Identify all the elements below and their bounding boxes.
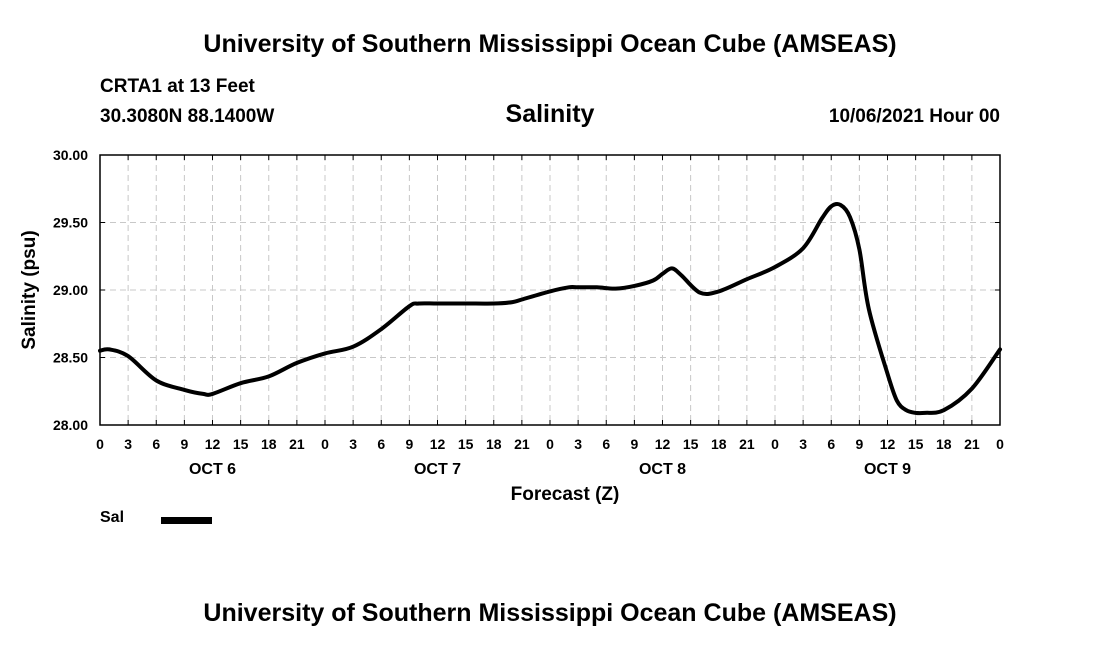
x-tick-label: 18 <box>486 436 502 452</box>
x-tick-label: 0 <box>96 436 104 452</box>
x-tick-label: 21 <box>739 436 755 452</box>
x-tick-label: 6 <box>377 436 385 452</box>
y-tick-label: 29.00 <box>53 282 88 298</box>
x-tick-label: 9 <box>180 436 188 452</box>
x-tick-label: 15 <box>908 436 924 452</box>
x-tick-label: 6 <box>152 436 160 452</box>
legend-label: Sal <box>100 509 125 526</box>
x-tick-label: 15 <box>683 436 699 452</box>
x-tick-label: 15 <box>458 436 474 452</box>
station-label: CRTA1 at 13 Feet <box>100 76 255 97</box>
x-tick-label: 3 <box>124 436 132 452</box>
axis-ticks <box>99 154 1001 426</box>
x-tick-label: 3 <box>349 436 357 452</box>
chart-title-top: University of Southern Mississippi Ocean… <box>203 30 897 58</box>
day-label: OCT 9 <box>864 461 911 478</box>
x-tick-label: 18 <box>936 436 952 452</box>
parameter-title: Salinity <box>505 100 595 128</box>
y-tick-label: 29.50 <box>53 215 88 231</box>
x-tick-label: 21 <box>514 436 530 452</box>
x-tick-label: 0 <box>546 436 554 452</box>
y-tick-label: 28.50 <box>53 350 88 366</box>
legend-line-swatch <box>161 517 212 524</box>
day-labels: OCT 6 OCT 7 OCT 8 OCT 9 <box>189 461 911 478</box>
x-tick-label: 0 <box>321 436 329 452</box>
y-tick-label: 30.00 <box>53 147 88 163</box>
x-tick-label: 12 <box>655 436 671 452</box>
x-tick-label: 0 <box>996 436 1004 452</box>
x-tick-label: 6 <box>827 436 835 452</box>
x-tick-label: 3 <box>574 436 582 452</box>
x-tick-label: 21 <box>289 436 305 452</box>
y-tick-labels: 28.00 28.50 29.00 29.50 30.00 <box>53 147 88 433</box>
x-tick-labels: 0 3 6 9 12 15 18 21 0 3 6 9 12 15 18 21 0 3 6 9 12 15 18 21 0 3 6 9… <box>96 436 1004 452</box>
x-tick-label: 18 <box>711 436 727 452</box>
x-tick-label: 9 <box>855 436 863 452</box>
y-tick-label: 28.00 <box>53 417 88 433</box>
x-axis-label: Forecast (Z) <box>511 484 620 505</box>
x-tick-label: 9 <box>405 436 413 452</box>
x-tick-label: 6 <box>602 436 610 452</box>
chart-title-bottom: University of Southern Mississippi Ocean… <box>203 599 897 627</box>
x-tick-label: 21 <box>964 436 980 452</box>
day-label: OCT 8 <box>639 461 686 478</box>
forecast-datetime: 10/06/2021 Hour 00 <box>828 106 1000 127</box>
x-tick-label: 3 <box>799 436 807 452</box>
coordinates-label: 30.3080N 88.1400W <box>100 106 275 127</box>
x-tick-label: 0 <box>771 436 779 452</box>
salinity-series-line <box>98 202 1002 416</box>
x-tick-label: 12 <box>880 436 896 452</box>
x-tick-label: 9 <box>630 436 638 452</box>
y-axis-label: Salinity (psu) <box>19 230 40 349</box>
day-label: OCT 6 <box>189 461 236 478</box>
x-tick-label: 12 <box>430 436 446 452</box>
x-tick-label: 12 <box>205 436 221 452</box>
x-tick-label: 15 <box>233 436 249 452</box>
day-label: OCT 7 <box>414 461 461 478</box>
x-tick-label: 18 <box>261 436 277 452</box>
